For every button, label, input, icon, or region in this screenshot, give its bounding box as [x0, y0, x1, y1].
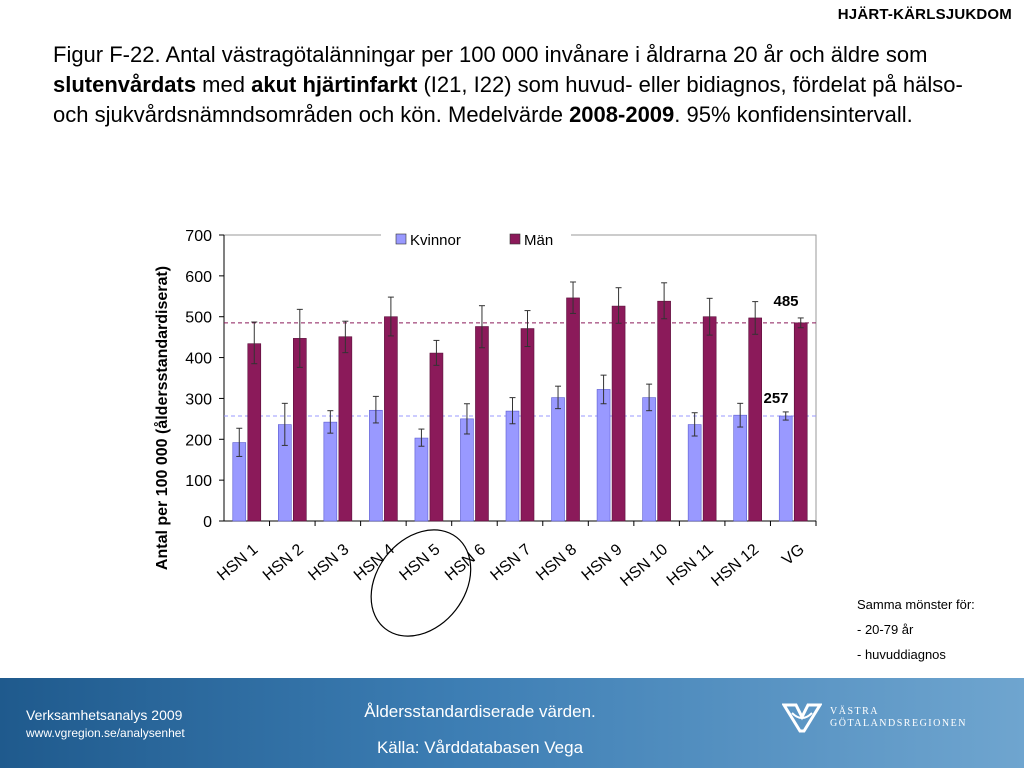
x-tick-label: HSN 7	[488, 541, 535, 584]
figure-title: Figur F-22. Antal västragötalänningar pe…	[53, 40, 973, 130]
side-note: Samma mönster för: - 20-79 år - huvuddia…	[857, 592, 975, 667]
footer-bar: Verksamhetsanalys 2009 www.vgregion.se/a…	[0, 678, 1024, 768]
bar-kvinnor	[414, 437, 429, 522]
highlight-ellipse	[370, 529, 472, 637]
y-tick-label: 500	[185, 310, 212, 327]
logo-text: VÄSTRA GÖTALANDSREGIONEN	[830, 706, 967, 730]
plot-area	[223, 234, 817, 522]
x-tick-label: HSN 5	[396, 541, 443, 584]
x-tick-label: VG	[779, 541, 808, 569]
title-bold-2: akut hjärtinfarkt	[251, 72, 418, 97]
reference-label-man: 485	[773, 293, 798, 310]
legend-swatch	[395, 233, 407, 245]
title-part-3: (I21, I22) som huvud- eller bidiagnos, f…	[53, 72, 963, 127]
bar-kvinnor	[733, 414, 747, 522]
bar-man	[429, 352, 444, 522]
x-tick-label: HSN 3	[305, 541, 352, 584]
title-part-4: . 95% konfidensintervall.	[674, 102, 913, 127]
section-header: HJÄRT-KÄRLSJUKDOM	[837, 6, 1012, 23]
bar-kvinnor	[369, 409, 383, 522]
side-note-line: Samma mönster för:	[857, 597, 975, 612]
bar-kvinnor	[505, 410, 520, 522]
legend-swatch	[509, 233, 521, 245]
bar-kvinnor	[687, 424, 702, 522]
title-part-1: Figur F-22. Antal västragötalänningar pe…	[53, 42, 928, 67]
y-tick-label: 100	[185, 473, 212, 490]
footer-center: Åldersstandardiserade värden. Källa: Vår…	[260, 694, 700, 766]
bar-man	[702, 316, 717, 522]
x-tick-label: HSN 2	[260, 541, 307, 584]
side-note-line: - 20-79 år	[857, 622, 914, 637]
y-axis-label: Antal per 100 000 (åldersstandardiserat)	[153, 266, 171, 570]
bar-man	[748, 317, 762, 522]
bar-kvinnor	[596, 389, 611, 522]
reference-label-kvinnor: 257	[763, 390, 788, 407]
bar-man	[247, 343, 262, 522]
title-bold-1: slutenvårdats	[53, 72, 197, 97]
bar-man	[520, 328, 535, 522]
footer-url: www.vgregion.se/analysenhet	[26, 726, 185, 740]
x-tick-label: HSN 1	[214, 541, 261, 584]
logo-icon	[782, 703, 822, 733]
title-part-2: med	[196, 72, 252, 97]
x-tick-label: HSN 12	[708, 541, 762, 590]
footer-left: Verksamhetsanalys 2009 www.vgregion.se/a…	[26, 706, 185, 742]
bar-man	[793, 322, 808, 522]
footer-source: Källa: Vårddatabasen Vega	[376, 738, 584, 757]
logo-line-2: GÖTALANDSREGIONEN	[830, 718, 967, 729]
region-logo: VÄSTRA GÖTALANDSREGIONEN	[782, 701, 967, 735]
y-tick-label: 300	[185, 391, 212, 408]
x-tick-label: HSN 11	[664, 541, 717, 589]
side-note-line: - huvuddiagnos	[857, 647, 946, 662]
bar-man	[338, 336, 353, 522]
bar-kvinnor	[642, 397, 656, 522]
bar-man	[566, 297, 580, 522]
legend-label: Män	[524, 232, 553, 249]
logo-line-1: VÄSTRA	[830, 706, 880, 717]
y-tick-label: 700	[185, 228, 212, 245]
x-tick-label: HSN 8	[533, 541, 580, 584]
y-tick-label: 400	[185, 351, 212, 368]
title-bold-3: 2008-2009	[569, 102, 675, 127]
legend-box	[381, 223, 571, 255]
bar-chart: 0 100 200 300 400 500 600 700 Antal per 100 000 …	[153, 223, 817, 637]
bar-man	[611, 305, 626, 522]
bar-kvinnor	[778, 415, 793, 522]
y-tick-label: 600	[185, 269, 212, 286]
y-tick-label: 200	[185, 432, 212, 449]
legend-label: Kvinnor	[410, 232, 461, 249]
bar-man	[384, 316, 398, 522]
bar-man	[657, 300, 671, 522]
footer-report-name: Verksamhetsanalys 2009	[26, 707, 183, 723]
footer-note: Åldersstandardiserade värden.	[364, 702, 596, 721]
bar-kvinnor	[551, 397, 565, 522]
bar-man	[475, 326, 489, 522]
y-tick-label: 0	[203, 514, 212, 531]
bar-kvinnor	[323, 421, 338, 522]
x-tick-label: HSN 10	[617, 541, 671, 590]
